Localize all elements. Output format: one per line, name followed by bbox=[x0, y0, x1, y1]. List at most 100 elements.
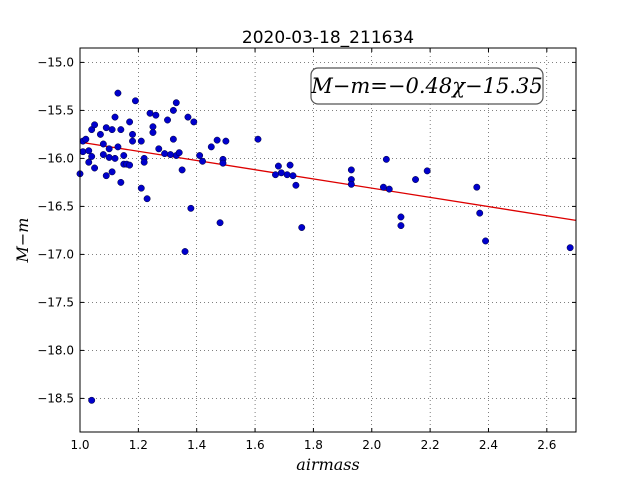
data-point bbox=[152, 111, 160, 119]
data-point bbox=[566, 244, 574, 252]
y-ticks: −15.0 −15.5 −16.0 −16.5 −17.0 −17.5 −18.0 −18.5 bbox=[37, 55, 576, 405]
data-point bbox=[423, 167, 431, 175]
data-point bbox=[91, 121, 99, 129]
data-point bbox=[105, 145, 113, 153]
data-point bbox=[274, 162, 282, 170]
data-point bbox=[385, 185, 393, 193]
data-point bbox=[120, 152, 128, 159]
data-point bbox=[117, 178, 125, 186]
data-point bbox=[126, 118, 134, 126]
y-tick-label: −17.5 bbox=[37, 295, 74, 309]
data-point bbox=[79, 148, 87, 156]
data-points bbox=[76, 89, 574, 404]
y-axis-label: M−m bbox=[13, 218, 32, 264]
x-tick-label: 1.2 bbox=[129, 438, 148, 452]
data-point bbox=[213, 136, 221, 144]
data-point bbox=[99, 140, 107, 148]
fit-annotation: M−m=−0.48χ−15.35 bbox=[310, 67, 544, 105]
data-point bbox=[347, 166, 355, 174]
data-point bbox=[476, 209, 484, 217]
data-point bbox=[105, 153, 113, 161]
y-tick-label: −16.0 bbox=[37, 151, 74, 165]
data-point bbox=[347, 180, 355, 188]
data-point bbox=[289, 172, 297, 180]
grid bbox=[79, 48, 576, 432]
data-point bbox=[114, 89, 122, 97]
data-point bbox=[222, 137, 230, 145]
data-point bbox=[129, 130, 136, 138]
data-point bbox=[146, 109, 154, 117]
data-point bbox=[397, 222, 405, 230]
data-point bbox=[397, 213, 405, 221]
data-point bbox=[137, 184, 145, 192]
data-point bbox=[175, 149, 183, 157]
x-tick-label: 2.4 bbox=[479, 438, 498, 452]
x-tick-label: 1.8 bbox=[304, 438, 323, 452]
data-point bbox=[85, 147, 93, 155]
y-tick-label: −18.5 bbox=[37, 391, 74, 405]
data-point bbox=[149, 129, 157, 136]
data-point bbox=[102, 172, 110, 180]
data-point bbox=[108, 168, 116, 176]
chart-title: 2020-03-18_211634 bbox=[242, 28, 414, 48]
x-tick-label: 2.2 bbox=[421, 438, 440, 452]
data-point bbox=[143, 195, 151, 203]
data-point bbox=[164, 116, 171, 124]
y-tick-label: −18.0 bbox=[37, 343, 74, 357]
data-point bbox=[379, 183, 387, 191]
data-point bbox=[126, 161, 134, 169]
data-point bbox=[412, 176, 419, 183]
data-point bbox=[382, 155, 390, 163]
data-point bbox=[283, 171, 291, 179]
data-point bbox=[181, 248, 189, 255]
data-point bbox=[184, 113, 192, 121]
y-tick-label: −17.0 bbox=[37, 247, 74, 261]
data-point bbox=[111, 154, 119, 162]
y-tick-label: −16.5 bbox=[37, 199, 74, 213]
x-tick-label: 2.6 bbox=[537, 438, 556, 452]
data-point bbox=[96, 130, 104, 138]
data-point bbox=[216, 219, 224, 227]
data-point bbox=[199, 157, 206, 165]
data-point bbox=[473, 183, 481, 191]
data-point bbox=[102, 124, 110, 132]
y-tick-label: −15.0 bbox=[37, 55, 74, 69]
data-point bbox=[292, 181, 300, 189]
data-point bbox=[178, 166, 186, 174]
data-point bbox=[114, 143, 122, 151]
data-point bbox=[99, 151, 107, 159]
data-point bbox=[111, 113, 119, 121]
data-point bbox=[187, 204, 195, 212]
plot-area bbox=[80, 48, 576, 432]
data-point bbox=[155, 145, 163, 153]
annotation-text: M−m=−0.48χ−15.35 bbox=[310, 74, 542, 98]
x-tick-label: 2.0 bbox=[362, 438, 381, 452]
data-point bbox=[286, 161, 294, 169]
data-point bbox=[277, 169, 285, 177]
data-point bbox=[108, 126, 116, 134]
data-point bbox=[196, 152, 204, 159]
y-tick-label: −15.5 bbox=[37, 103, 74, 117]
data-point bbox=[88, 153, 96, 160]
data-point bbox=[88, 396, 96, 404]
data-point bbox=[298, 224, 306, 231]
data-point bbox=[129, 137, 136, 145]
data-point bbox=[85, 158, 93, 166]
plot-frame bbox=[79, 47, 577, 433]
x-tick-label: 1.0 bbox=[70, 438, 89, 452]
data-point bbox=[219, 159, 227, 167]
data-point bbox=[91, 164, 99, 172]
data-point bbox=[169, 135, 177, 143]
data-point bbox=[82, 135, 90, 143]
x-tick-label: 1.6 bbox=[246, 438, 265, 452]
x-axis-label: airmass bbox=[296, 455, 359, 474]
data-point bbox=[131, 97, 139, 105]
data-point bbox=[254, 135, 262, 143]
data-point bbox=[190, 118, 198, 126]
data-point bbox=[482, 237, 490, 245]
data-point bbox=[172, 99, 180, 107]
data-point bbox=[161, 150, 169, 158]
data-point bbox=[166, 151, 174, 159]
data-point bbox=[149, 123, 157, 131]
